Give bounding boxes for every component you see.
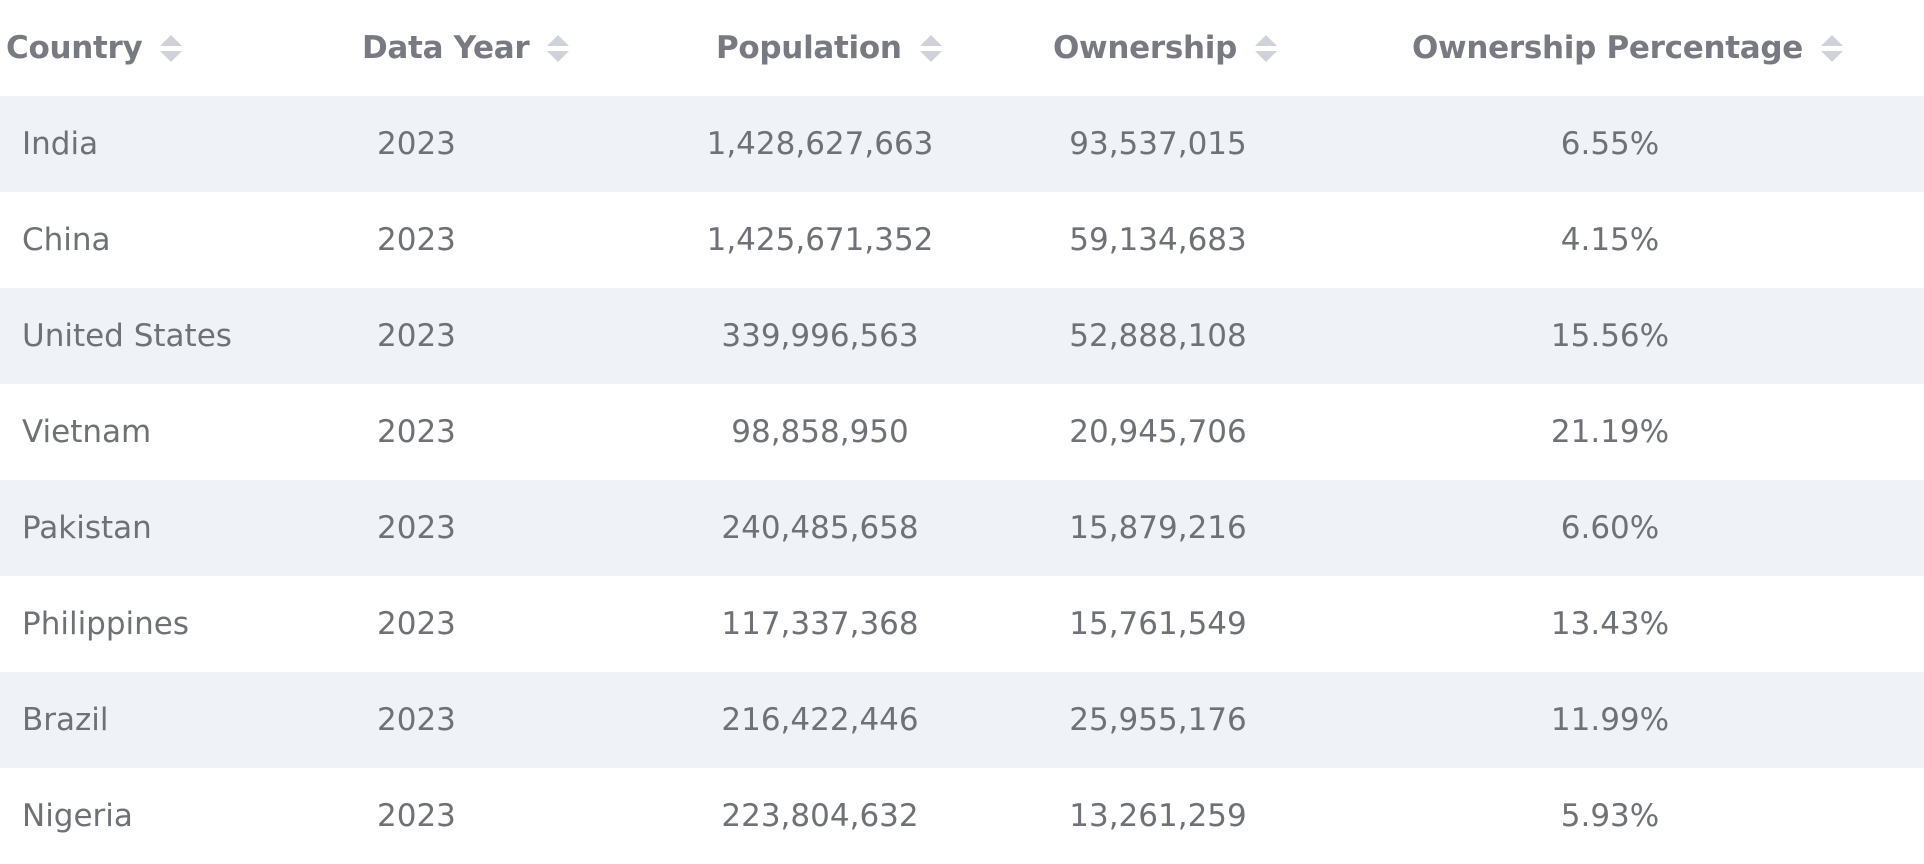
cell-ownership: 25,955,176 [1069,702,1247,738]
table-row: Nigeria 2023 223,804,632 13,261,259 5.93… [0,768,1924,864]
cell-ownership: 15,761,549 [1069,606,1247,642]
cell-ownership-percentage: 6.55% [1560,126,1660,162]
cell-population: 216,422,446 [721,702,919,738]
cell-year: 2023 [377,702,456,738]
cell-ownership: 20,945,706 [1069,414,1247,450]
cell-country: United States [22,318,232,354]
cell-year: 2023 [377,318,456,354]
cell-year: 2023 [377,606,456,642]
column-header-ownership[interactable]: Ownership [1053,0,1278,96]
cell-country: Philippines [22,606,190,642]
cell-year: 2023 [377,126,456,162]
cell-ownership-percentage: 15.56% [1550,318,1670,354]
sort-icon[interactable] [919,34,942,62]
cell-country: Brazil [22,702,109,738]
table-row: China 2023 1,425,671,352 59,134,683 4.15… [0,192,1924,288]
cell-population: 1,428,627,663 [706,126,934,162]
table-row: Philippines 2023 117,337,368 15,761,549 … [0,576,1924,672]
table-row: India 2023 1,428,627,663 93,537,015 6.55… [0,96,1924,192]
cell-country: Vietnam [22,414,152,450]
cell-ownership-percentage: 13.43% [1550,606,1670,642]
sort-icon[interactable] [547,34,570,62]
column-header-label: Country [6,30,143,66]
cell-year: 2023 [377,222,456,258]
cell-ownership: 93,537,015 [1069,126,1247,162]
cell-year: 2023 [377,414,456,450]
table-header: Country Data Year Population Ownership O… [0,0,1924,96]
table-row: United States 2023 339,996,563 52,888,10… [0,288,1924,384]
column-header-label: Ownership [1053,30,1238,66]
cell-population: 339,996,563 [721,318,919,354]
cell-country: Nigeria [22,798,133,834]
cell-country: Pakistan [22,510,152,546]
cell-ownership-percentage: 21.19% [1550,414,1670,450]
cell-country: China [22,222,111,258]
cell-ownership-percentage: 6.60% [1560,510,1660,546]
cell-ownership-percentage: 5.93% [1560,798,1660,834]
column-header-label: Population [716,30,902,66]
cell-ownership-percentage: 4.15% [1560,222,1660,258]
table-row: Vietnam 2023 98,858,950 20,945,706 21.19… [0,384,1924,480]
column-header-label: Ownership Percentage [1412,30,1803,66]
cell-ownership: 52,888,108 [1069,318,1247,354]
sort-icon[interactable] [1255,34,1278,62]
cell-population: 240,485,658 [721,510,919,546]
cell-population: 1,425,671,352 [706,222,934,258]
column-header-ownership-percentage[interactable]: Ownership Percentage [1412,0,1843,96]
cell-ownership: 15,879,216 [1069,510,1247,546]
column-header-population[interactable]: Population [716,0,942,96]
cell-year: 2023 [377,510,456,546]
cell-ownership: 59,134,683 [1069,222,1247,258]
cell-ownership: 13,261,259 [1069,798,1247,834]
column-header-data-year[interactable]: Data Year [362,0,570,96]
sort-icon[interactable] [1820,34,1843,62]
table-body: India 2023 1,428,627,663 93,537,015 6.55… [0,96,1924,864]
cell-population: 98,858,950 [731,414,909,450]
table-row: Pakistan 2023 240,485,658 15,879,216 6.6… [0,480,1924,576]
cell-population: 117,337,368 [721,606,919,642]
cell-year: 2023 [377,798,456,834]
cell-population: 223,804,632 [721,798,919,834]
cell-ownership-percentage: 11.99% [1550,702,1670,738]
table-row: Brazil 2023 216,422,446 25,955,176 11.99… [0,672,1924,768]
cell-country: India [22,126,99,162]
column-header-label: Data Year [362,30,530,66]
column-header-country[interactable]: Country [6,0,183,96]
sort-icon[interactable] [160,34,183,62]
